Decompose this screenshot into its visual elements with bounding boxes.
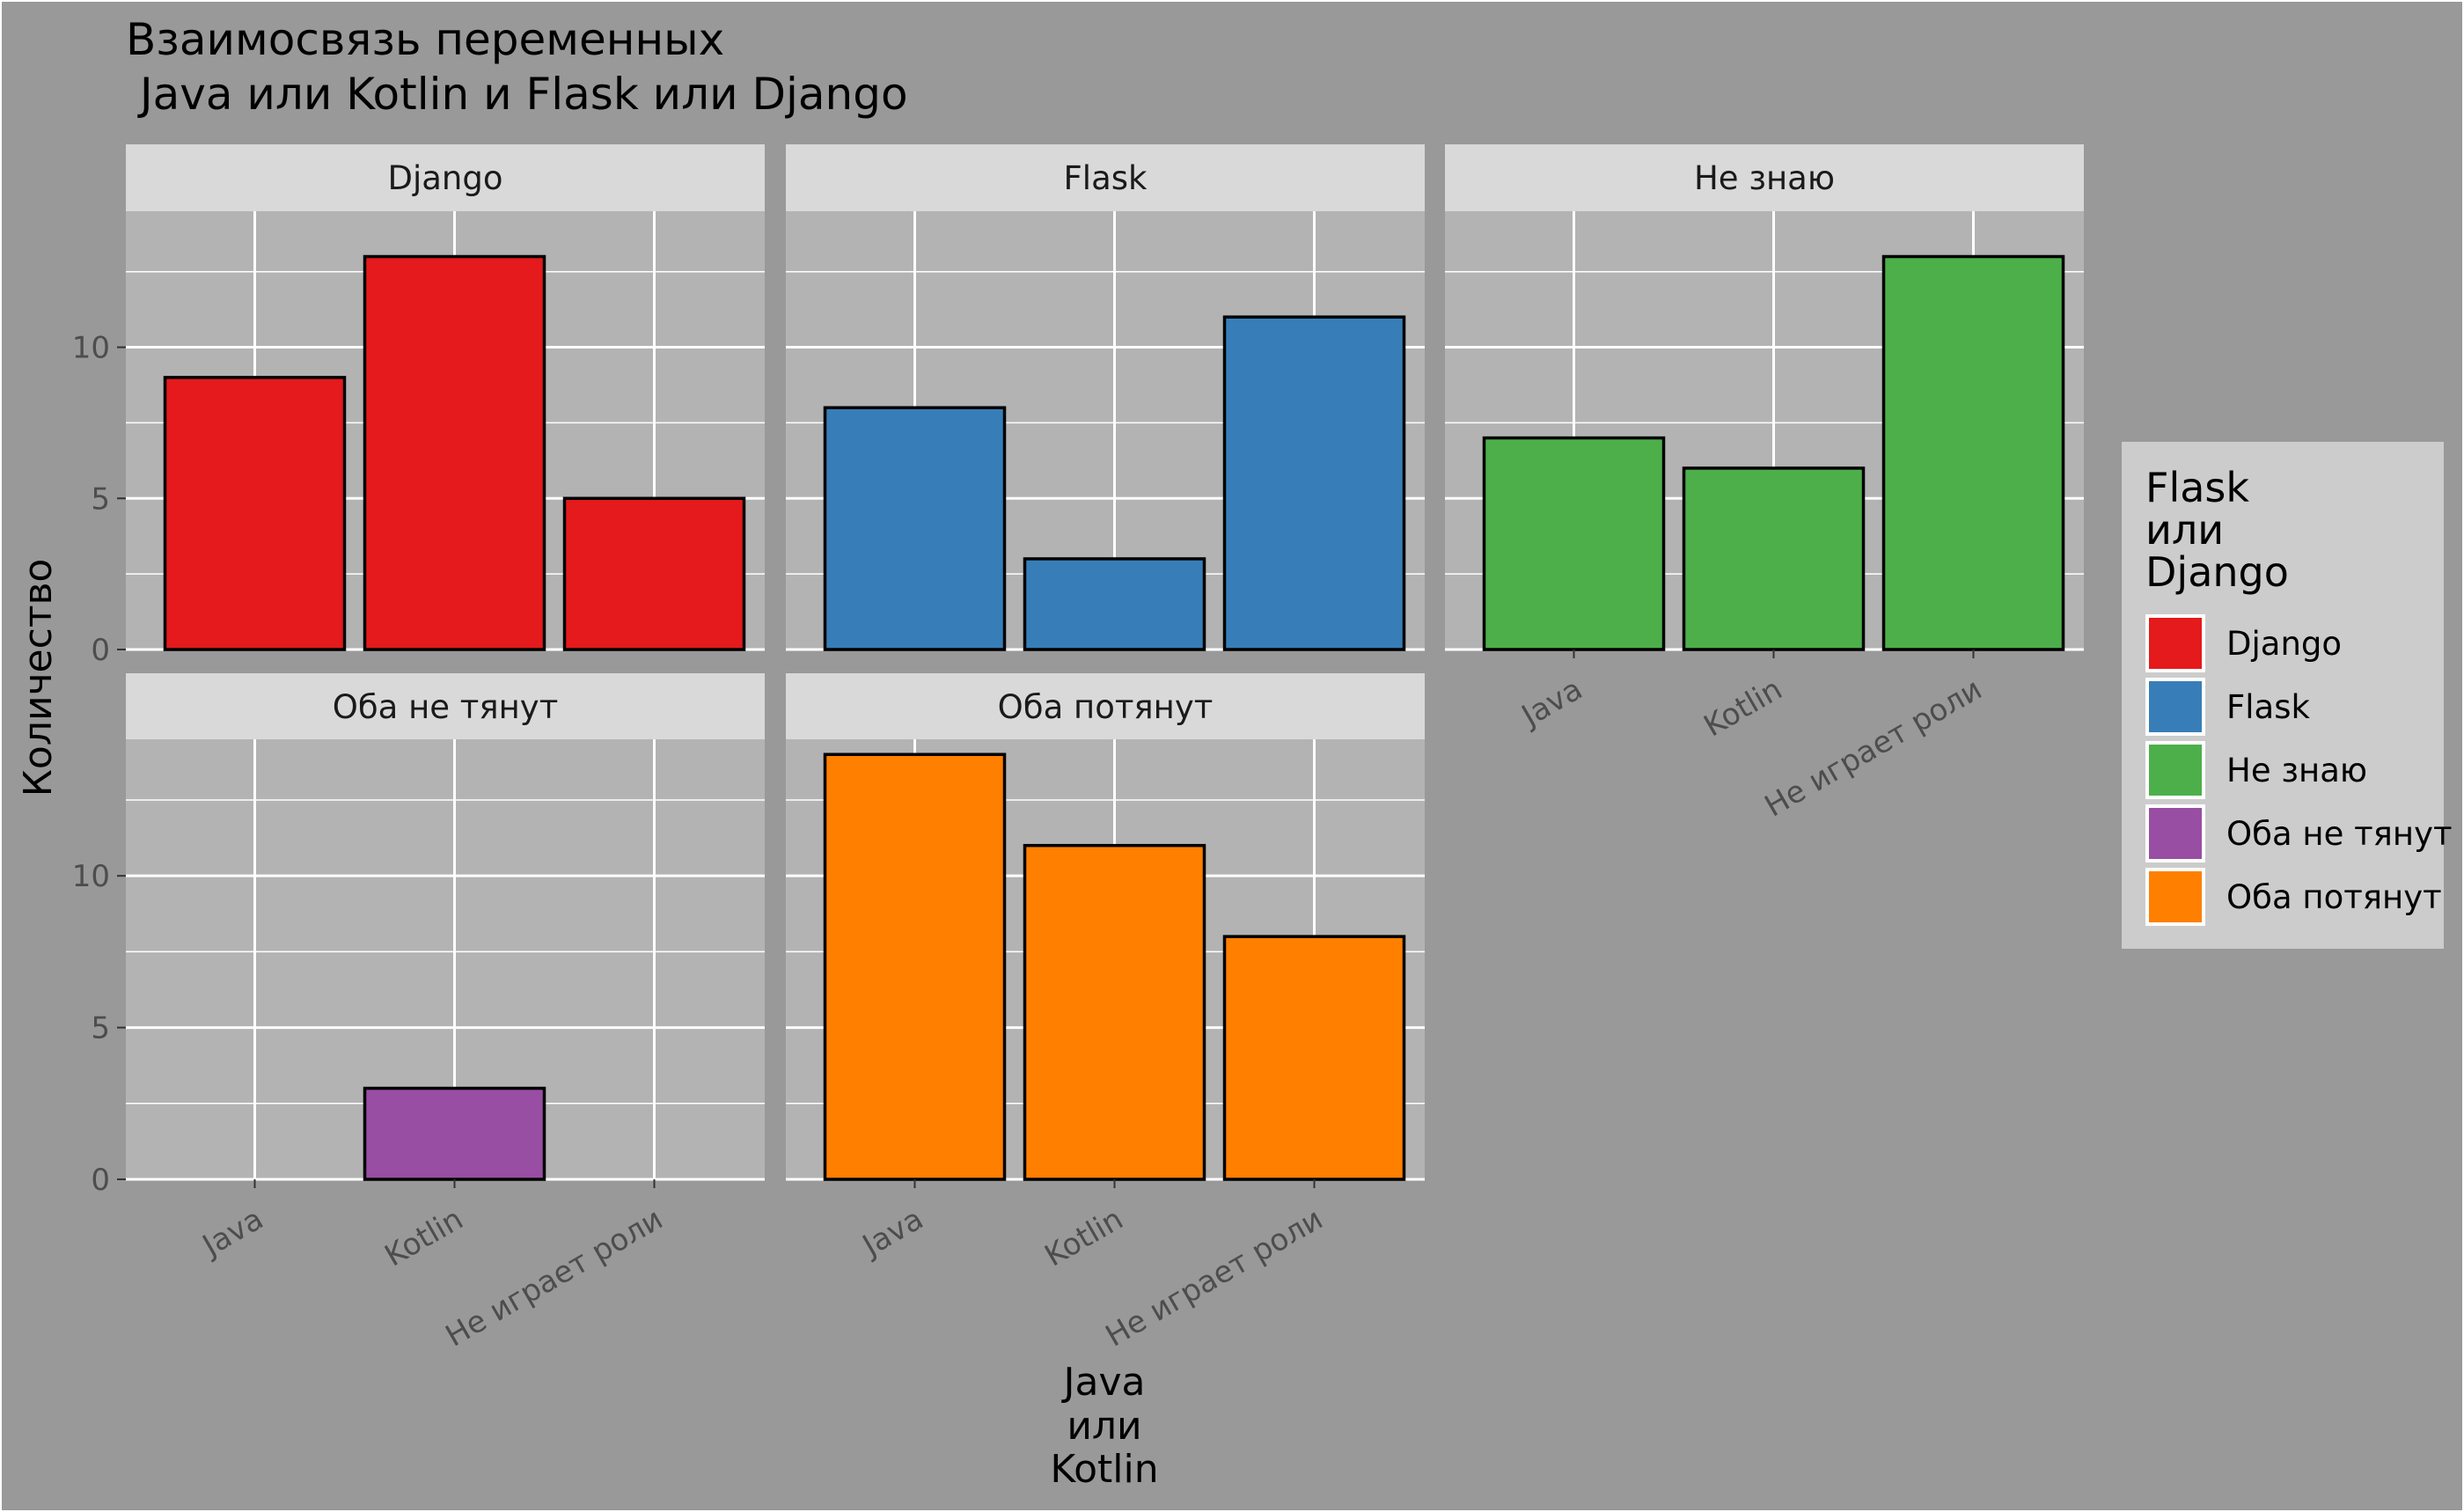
chart-title-line-1: Взаимосвязь переменных — [126, 14, 724, 65]
bar-django-kotlin — [363, 254, 546, 651]
facet-django: Django 0 5 10 — [72, 144, 765, 668]
y-tick-label: 5 — [91, 1011, 110, 1046]
legend-item-оба-не-тянут: Оба не тянут — [2145, 804, 2453, 862]
x-axis-title-line-2: или — [1067, 1404, 1141, 1449]
facet-flask: Flask — [786, 144, 1425, 651]
facet-strip-label: Django — [387, 159, 502, 197]
chart-title-line-2: Java или Kotlin и Flask или Django — [126, 69, 908, 120]
facet-strip — [786, 144, 1425, 211]
legend-swatch — [2149, 681, 2202, 732]
legend-swatch — [2149, 745, 2202, 796]
facet-strip — [126, 673, 765, 740]
bar-flask-java — [823, 406, 1007, 651]
y-tick-label: 0 — [91, 1163, 110, 1198]
bar-не-знаю-kotlin — [1682, 466, 1866, 651]
legend-items: Django Flask Не знаю Оба не тянут Оба потяну… — [2145, 614, 2453, 926]
chart-title: Взаимосвязь переменных Java или Kotlin и… — [126, 14, 908, 120]
legend-item-django: Django — [2145, 614, 2342, 672]
facet-strip-label: Не знаю — [1694, 159, 1835, 197]
legend-item-flask: Flask — [2145, 678, 2311, 736]
legend-swatch — [2149, 618, 2202, 669]
facet-strip-label: Оба не тянут — [333, 688, 559, 726]
y-tick-label: 0 — [91, 633, 110, 668]
bar-не-знаю-java — [1482, 436, 1666, 651]
bar-flask-kotlin — [1023, 557, 1206, 651]
bar-flask-не-играет-роли — [1222, 315, 1406, 651]
legend-label: Оба потянут — [2226, 878, 2442, 916]
x-axis-title: Java или Kotlin — [1050, 1360, 1158, 1492]
legend-title-line-1: Flask — [2145, 464, 2249, 511]
y-tick-label: 10 — [72, 859, 110, 894]
bar-оба-потянут-не-играет-роли — [1222, 935, 1406, 1181]
facet-strip — [126, 144, 765, 211]
bar-django-не-играет-роли — [562, 496, 746, 651]
x-axis-title-line-3: Kotlin — [1050, 1447, 1158, 1492]
bar-оба-потянут-java — [823, 752, 1007, 1181]
facet-strip-label: Оба потянут — [998, 688, 1214, 726]
legend: Flask или Django Django Flask Не знаю Оба н… — [2122, 442, 2453, 949]
y-tick-label: 5 — [91, 481, 110, 517]
y-tick-label: 10 — [72, 331, 110, 366]
y-axis-title: Количество — [16, 559, 61, 797]
x-axis-title-line-1: Java — [1061, 1360, 1146, 1405]
bar-не-знаю-не-играет-роли — [1881, 254, 2065, 651]
facet-strip — [786, 673, 1425, 740]
bar-оба-не-тянут-kotlin — [363, 1086, 546, 1181]
legend-label: Оба не тянут — [2226, 815, 2453, 853]
legend-title-line-2: или — [2145, 506, 2224, 554]
legend-label: Flask — [2226, 688, 2311, 726]
legend-item-не-знаю: Не знаю — [2145, 741, 2367, 799]
legend-swatch — [2149, 871, 2202, 922]
legend-item-оба-потянут: Оба потянут — [2145, 868, 2442, 926]
legend-title-line-3: Django — [2145, 548, 2289, 596]
legend-label: Django — [2226, 625, 2342, 663]
facet-strip — [1445, 144, 2084, 211]
legend-swatch — [2149, 808, 2202, 859]
bar-django-java — [163, 376, 347, 651]
bar-оба-потянут-kotlin — [1023, 843, 1206, 1181]
facet-strip-label: Flask — [1064, 159, 1148, 197]
legend-label: Не знаю — [2226, 752, 2367, 789]
